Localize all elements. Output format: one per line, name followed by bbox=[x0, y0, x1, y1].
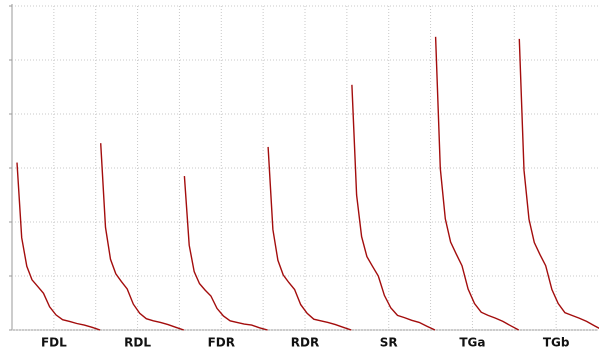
series-line bbox=[518, 38, 599, 329]
x-tick-label: RDR bbox=[291, 336, 319, 349]
series-line bbox=[183, 176, 268, 331]
series-line bbox=[16, 162, 101, 331]
x-tick-label: TGa bbox=[459, 336, 485, 349]
x-tick-label: TGb bbox=[543, 336, 570, 349]
series-line bbox=[351, 84, 436, 331]
x-tick-label: FDR bbox=[208, 336, 235, 349]
series-line bbox=[267, 146, 352, 331]
series-line bbox=[434, 36, 520, 331]
x-tick-label: FDL bbox=[41, 336, 67, 349]
x-tick-label: SR bbox=[380, 336, 398, 349]
x-tick-label: RDL bbox=[124, 336, 151, 349]
series-line bbox=[100, 143, 185, 331]
